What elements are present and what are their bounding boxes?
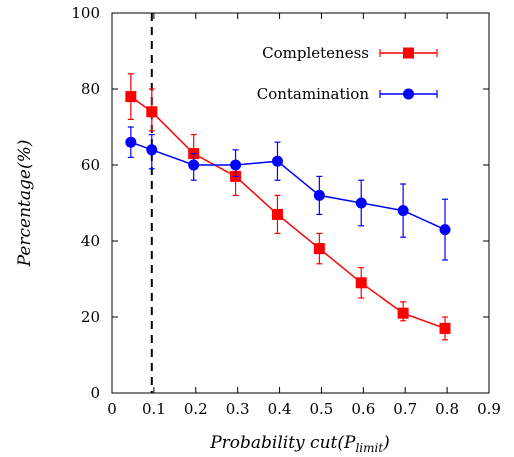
x-tick-label: 0 [107, 400, 117, 418]
data-point [125, 91, 137, 103]
data-point [146, 144, 158, 156]
legend-label: Completeness [262, 44, 369, 62]
y-tick-label: 80 [81, 80, 100, 98]
legend-item-contamination: Contamination [257, 85, 438, 103]
legend-item-completeness: Completeness [262, 44, 438, 62]
data-point [313, 189, 325, 201]
data-point [188, 159, 200, 171]
data-point [397, 307, 409, 319]
y-axis-label: Percentage(%) [15, 140, 35, 268]
data-point [125, 136, 137, 148]
series-line [130, 95, 446, 330]
x-tick-label: 0.2 [184, 400, 208, 418]
x-tick-label: 0.8 [435, 400, 459, 418]
y-tick-label: 20 [81, 308, 100, 326]
data-point [230, 159, 242, 171]
x-tick-label: 0.7 [393, 400, 417, 418]
y-tick-label: 40 [81, 232, 100, 250]
series-contamination [125, 126, 451, 261]
data-point [313, 243, 325, 255]
x-tick-label: 0.4 [268, 400, 292, 418]
y-tick-label: 100 [71, 4, 100, 22]
x-tick-label: 0.6 [351, 400, 375, 418]
data-point [355, 277, 367, 289]
plot-frame [111, 12, 490, 394]
legend-marker [403, 47, 414, 59]
data-point [397, 205, 409, 217]
data-point [271, 208, 283, 220]
x-tick-label: 0.1 [142, 400, 166, 418]
data-point [439, 224, 451, 236]
data-point [355, 197, 367, 209]
x-tick-label: 0.3 [226, 400, 250, 418]
y-tick-label: 0 [90, 384, 100, 402]
y-tick-label: 60 [81, 156, 100, 174]
x-tick-label: 0.9 [477, 400, 501, 418]
data-point [146, 106, 158, 118]
legend-label: Contamination [257, 85, 370, 103]
data-point [271, 155, 283, 167]
x-tick-label: 0.5 [310, 400, 334, 418]
legend-marker [403, 88, 414, 100]
series-line [130, 141, 446, 231]
x-axis-label: Probability cut(Plimit) [209, 433, 390, 455]
data-point [439, 322, 451, 334]
